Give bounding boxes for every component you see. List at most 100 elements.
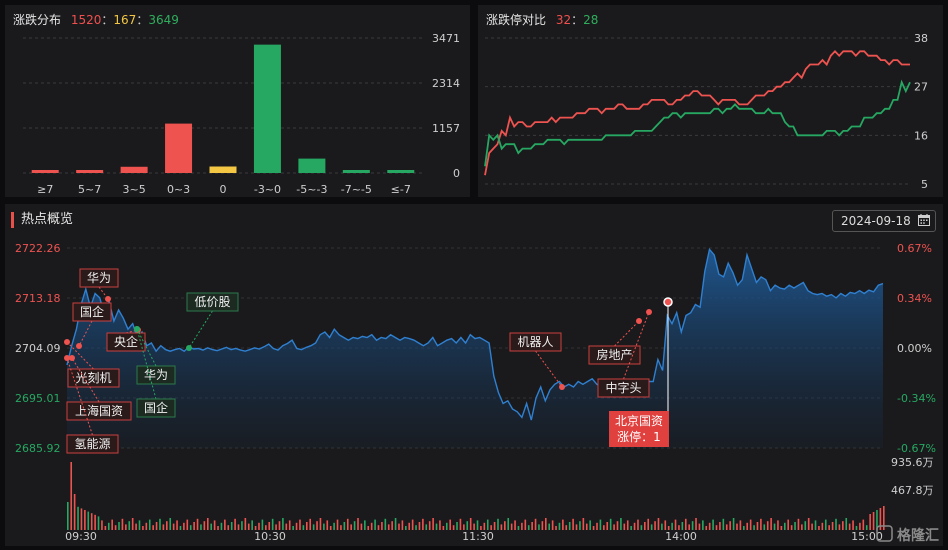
bar	[76, 170, 104, 173]
calendar-icon[interactable]	[918, 214, 930, 226]
volume-bar	[275, 524, 277, 530]
volume-bar	[838, 524, 841, 530]
hot-tag-box	[106, 332, 146, 352]
volume-bar	[688, 524, 690, 530]
volume-bar	[862, 519, 865, 530]
volume-bar	[879, 508, 882, 530]
volume-bar	[206, 518, 209, 530]
tag-leader	[535, 350, 563, 388]
volume-bar	[114, 525, 117, 530]
tag-leader	[66, 357, 93, 436]
volume-bar	[845, 518, 848, 530]
volume-bar	[480, 526, 482, 530]
hot-dot	[64, 339, 70, 345]
volume-bar	[203, 521, 206, 530]
bar	[209, 166, 237, 173]
hot-tag-label: 中字头	[605, 380, 641, 395]
hot-dot	[646, 309, 652, 315]
volume-bar	[486, 519, 489, 530]
hot-tag-box	[79, 268, 119, 288]
x-tick-label: ≤-7	[391, 183, 411, 196]
volume-bar	[258, 522, 260, 530]
volume-bar	[271, 518, 274, 530]
series-line	[484, 79, 911, 167]
y-tick-label: 3471	[432, 32, 460, 45]
x-tick-label: ≥7	[37, 183, 53, 196]
volume-bar	[801, 524, 803, 530]
volume-bar	[391, 521, 393, 530]
volume-bar	[452, 525, 455, 530]
volume-bar	[544, 518, 547, 530]
hot-tag-label: 国企	[80, 304, 104, 319]
colon: ：	[571, 13, 584, 27]
volume-bar	[521, 522, 523, 530]
date-picker[interactable]: 2024-09-18	[832, 210, 936, 232]
volume-bar	[128, 521, 131, 530]
volume-bar	[360, 523, 363, 530]
volume-bar	[483, 522, 486, 530]
volume-bar	[220, 522, 223, 530]
time-axis-label: 15:00	[851, 530, 883, 543]
volume-bar	[804, 521, 807, 530]
hot-tag-box	[66, 401, 132, 421]
series-line	[484, 49, 910, 176]
volume-bar	[364, 520, 366, 530]
volume-bar	[500, 524, 503, 530]
volume-bar	[387, 524, 390, 530]
x-tick-label: 5~7	[78, 183, 101, 196]
hot-tag-label: 氢能源	[74, 436, 110, 451]
volume-bar	[852, 520, 854, 530]
volume-bar	[818, 526, 820, 530]
volume-bar	[821, 522, 824, 530]
volume-bar	[213, 520, 216, 530]
volume-bar	[585, 523, 588, 530]
volume-bar	[227, 525, 230, 530]
volume-bar	[459, 518, 462, 530]
volume-bar	[760, 518, 762, 530]
volume-bar	[422, 518, 424, 530]
hot-dot	[76, 343, 82, 349]
bar	[387, 170, 415, 173]
x-tick-label: -5~-3	[296, 183, 327, 196]
volume-bar	[183, 522, 185, 530]
hot-dot	[134, 326, 140, 332]
hot-dot	[559, 384, 565, 390]
limit-down-count: 28	[583, 13, 599, 27]
volume-bar	[681, 522, 684, 530]
volume-bar	[828, 525, 830, 530]
volume-bar	[145, 522, 148, 530]
y-tick-label: 2314	[432, 77, 460, 90]
hot-tag-box	[136, 365, 176, 385]
volume-bar	[449, 519, 451, 530]
volume-bar	[790, 525, 793, 530]
volume-bar	[162, 524, 165, 530]
left-axis-label: 2704.09	[15, 342, 61, 355]
volume-bar	[698, 523, 701, 530]
volume-bar	[435, 523, 438, 530]
volume-bar	[469, 518, 472, 530]
volume-bar	[579, 521, 581, 530]
y-tick-label: 5	[921, 178, 928, 191]
volume-bar	[719, 522, 721, 530]
volume-bar	[568, 522, 571, 530]
volume-bar	[664, 520, 667, 530]
volume-bar	[217, 526, 219, 530]
volume-bar	[647, 518, 650, 530]
volume-bar	[329, 526, 332, 530]
hot-tag-label: 上海国资	[75, 403, 123, 418]
volume-bar	[865, 525, 868, 530]
volume-bar	[428, 521, 431, 530]
bar	[31, 170, 59, 173]
volume-bar	[90, 513, 93, 530]
volume-bar	[346, 518, 349, 530]
volume-bar	[104, 526, 107, 530]
hot-tag-label: 华为	[87, 271, 111, 285]
volume-bar	[671, 522, 673, 530]
volume-bar	[384, 518, 387, 530]
hot-tag-box	[509, 332, 562, 352]
volume-bar	[753, 525, 755, 530]
volume-bar	[702, 520, 704, 530]
tooltip-dot	[663, 297, 673, 307]
volume-bar	[445, 522, 448, 530]
volume-bar	[111, 519, 113, 530]
